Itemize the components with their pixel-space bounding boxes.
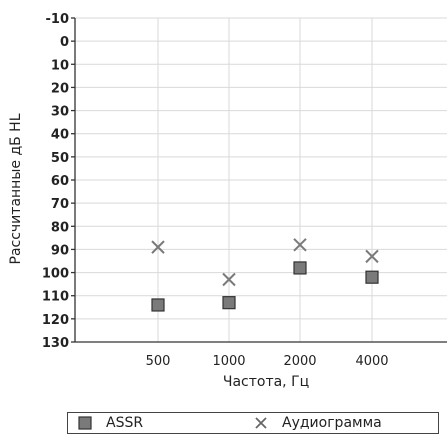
y-tick-label: 20 — [51, 81, 69, 96]
y-tick-label: 70 — [51, 197, 69, 212]
y-tick-label: 130 — [42, 336, 69, 351]
y-tick-label: 60 — [51, 174, 69, 189]
y-tick-label: 110 — [42, 290, 69, 305]
legend: ASSR Аудиограмма — [67, 412, 439, 434]
y-tick-label: 0 — [60, 35, 69, 50]
y-tick-labels: -10 0 10 20 30 40 50 60 70 80 90 100 110 120 130 — [42, 12, 69, 351]
y-axis-label: Рассчитанные дБ HL — [8, 113, 24, 264]
x-axis-label: Частота, Гц — [223, 374, 309, 390]
y-tick-label: 120 — [42, 313, 69, 328]
audiogram-point — [222, 272, 236, 287]
legend-label-audiogram: Аудиограмма — [282, 415, 382, 431]
x-marker-icon — [255, 417, 267, 429]
legend-item-audiogram: Аудиограмма — [254, 415, 382, 431]
assr-point — [222, 296, 236, 310]
x-tick-label: 2000 — [283, 354, 316, 369]
grid — [75, 17, 447, 343]
audiogram-point — [293, 238, 307, 252]
x-tick-labels: 500 1000 2000 4000 — [146, 354, 389, 369]
y-tick-label: 100 — [42, 267, 69, 282]
data-points — [151, 238, 379, 312]
square-marker-icon — [78, 416, 92, 430]
audiogram-point — [151, 240, 165, 254]
x-tick-label: 500 — [146, 354, 171, 369]
y-tick-label: 90 — [51, 243, 69, 258]
assr-point — [365, 270, 379, 284]
y-tick-label: 40 — [51, 128, 69, 143]
audiogram-point — [365, 249, 379, 264]
y-tick-label: 80 — [51, 220, 69, 235]
y-tick-label: -10 — [46, 12, 70, 27]
axes — [71, 17, 447, 343]
assr-point — [151, 298, 165, 312]
x-tick-label: 4000 — [355, 354, 388, 369]
y-tick-label: 10 — [51, 58, 69, 73]
legend-label-assr: ASSR — [106, 415, 144, 431]
x-tick-label: 1000 — [212, 354, 245, 369]
legend-item-assr: ASSR — [78, 415, 143, 431]
y-tick-label: 30 — [51, 105, 69, 120]
assr-point — [293, 261, 307, 275]
y-tick-label: 50 — [51, 151, 69, 166]
